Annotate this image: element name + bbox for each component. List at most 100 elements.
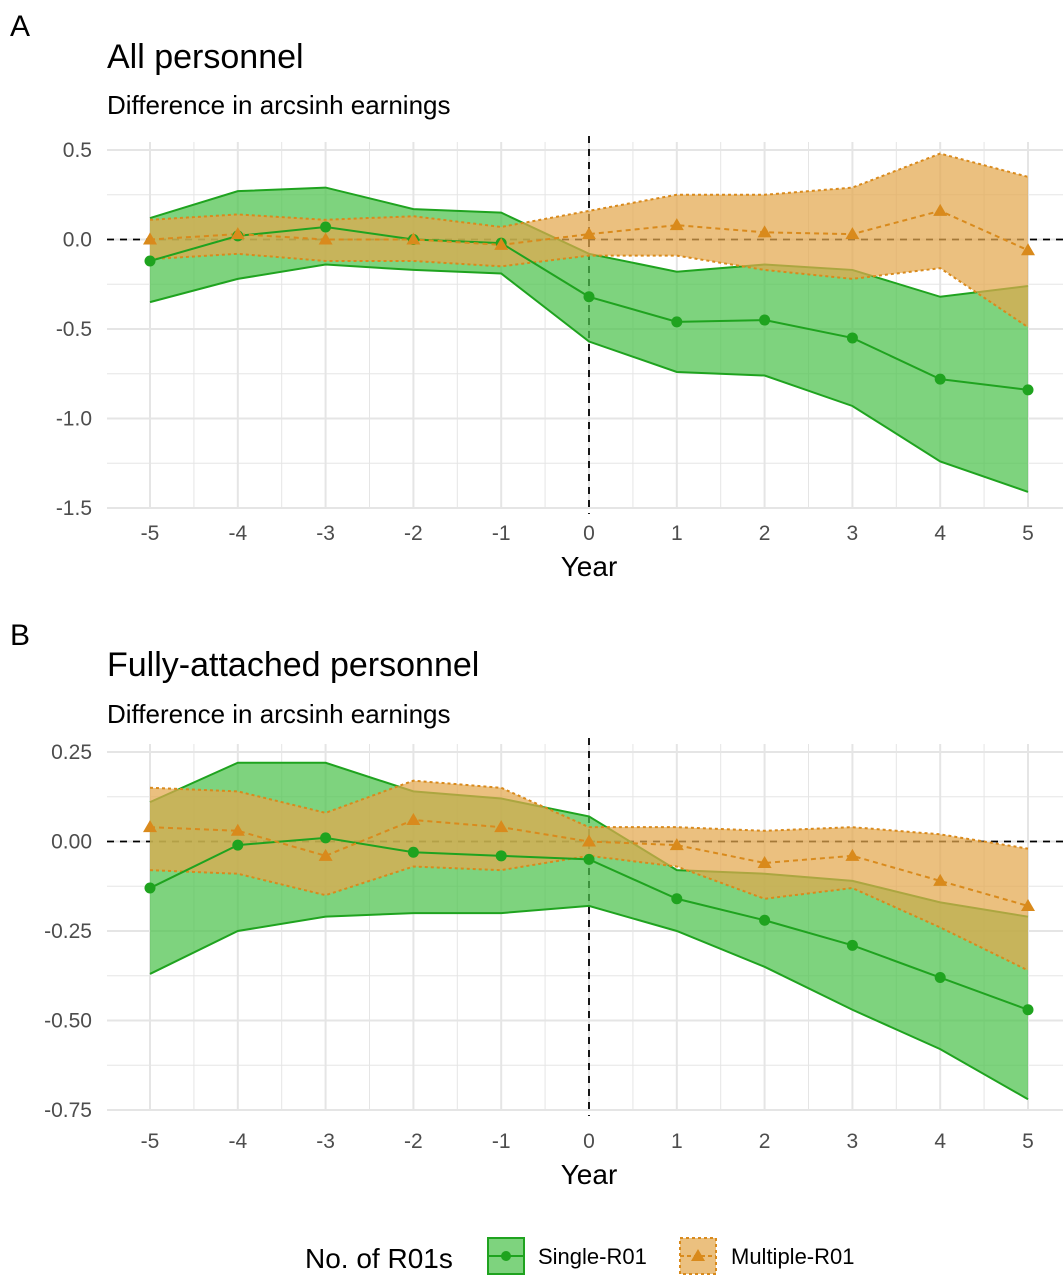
x-tick-label: 4 [934,1130,946,1153]
multiple-r01-point [757,855,772,868]
x-tick-label: 1 [671,522,683,545]
single-r01-point [934,972,946,984]
single-r01-point [759,314,771,326]
single-r01-point [320,832,332,844]
panel-a-subtitle: Difference in arcsinh earnings [107,90,450,120]
multiple-r01-point [318,232,333,245]
x-tick-label: 2 [759,1130,771,1153]
multiple-r01-confidence-band [150,780,1028,971]
panel-a-y-axis: 0.5 0.0 -0.5 -1.0 -1.5 [56,139,92,520]
panel-b-y-axis: 0.25 0.00 -0.25 -0.50 -0.75 [44,741,92,1122]
multiple-r01-confidence-band [150,153,1028,328]
single-r01-point [144,882,156,894]
x-tick-label: 2 [759,522,771,545]
single-r01-confidence-band [150,187,1028,492]
x-tick-label: 1 [671,1130,683,1153]
x-tick-label: 4 [934,522,946,545]
single-r01-point [759,914,771,926]
panel-a-series-points [143,203,1035,396]
single-r01-point [1022,1004,1034,1016]
y-tick-label: -0.75 [44,1099,92,1122]
single-r01-point [320,221,332,233]
multiple-r01-point [669,218,684,231]
x-tick-label: -3 [316,522,335,545]
single-r01-band-lower [149,263,1029,493]
legend: No. of R01s Single-R01 Multiple-R01 [305,1237,855,1275]
panel-b-subtitle: Difference in arcsinh earnings [107,699,450,729]
multiple-r01-band-lower [149,252,1029,329]
single-r01-point [671,893,683,905]
multiple-r01-point [494,820,509,833]
x-tick-label: 3 [847,522,859,545]
legend-marker-triangle [691,1249,705,1261]
legend-label-single-r01: Single-R01 [538,1244,647,1269]
multiple-r01-band-upper [149,779,1029,850]
single-r01-point [232,839,244,851]
multiple-r01-point [230,227,245,240]
multiple-r01-point [494,237,509,250]
y-tick-label: 0.00 [51,831,92,854]
multiple-r01-line [149,209,1029,252]
x-tick-label: -2 [404,1130,423,1153]
multiple-r01-point [318,848,333,861]
x-tick-label: -4 [228,522,247,545]
x-tick-label: -1 [492,1130,511,1153]
panel-b-title: Fully-attached personnel [107,646,479,684]
x-tick-label: 5 [1022,522,1034,545]
legend-title: No. of R01s [305,1243,453,1274]
y-tick-label: -0.25 [44,920,92,943]
multiple-r01-point [933,203,948,216]
panel-a-confidence-bands [149,152,1029,493]
multiple-r01-point [1021,898,1035,911]
legend-marker-circle [501,1251,511,1261]
panel-letter-a: A [10,10,30,43]
x-tick-label: -5 [141,1130,160,1153]
multiple-r01-point [845,227,860,240]
panel-b-series-points [143,813,1035,1016]
multiple-r01-point [845,848,860,861]
x-tick-label: -3 [316,1130,335,1153]
panel-a-title: All personnel [107,38,304,76]
multiple-r01-point [406,232,421,245]
panel-b-x-axis: -5 -4 -3 -2 -1 0 1 2 3 4 5 [141,1130,1034,1153]
x-tick-label: -2 [404,522,423,545]
x-tick-label: 0 [583,1130,595,1153]
panel-a-x-axis: -5 -4 -3 -2 -1 0 1 2 3 4 5 [141,522,1034,545]
y-tick-label: -1.5 [56,497,92,520]
x-tick-label: 5 [1022,1130,1034,1153]
multiple-r01-band-upper [149,152,1029,228]
single-r01-point [846,332,858,344]
y-tick-label: -0.50 [44,1010,92,1033]
single-r01-point [583,291,595,303]
panel-b-confidence-bands [149,761,1029,1101]
single-r01-point [583,853,595,865]
y-tick-label: 0.5 [63,139,92,162]
single-r01-point [144,255,156,267]
x-tick-label: -5 [141,522,160,545]
single-r01-point [407,846,419,858]
panel-letter-b: B [10,619,30,652]
legend-label-multiple-r01: Multiple-R01 [731,1244,855,1269]
single-r01-point [671,316,683,328]
x-tick-label: 0 [583,522,595,545]
panel-a-x-axis-title: Year [561,551,618,582]
multiple-r01-point [143,820,157,833]
legend-item-single-r01: Single-R01 [487,1237,647,1275]
x-tick-label: 3 [847,1130,859,1153]
y-tick-label: 0.25 [51,741,92,764]
multiple-r01-point [669,838,684,851]
panel-b: B Fully-attached personnel Difference in… [10,619,1063,1190]
x-tick-label: -4 [228,1130,247,1153]
single-r01-point [1022,384,1034,396]
multiple-r01-point [230,823,245,836]
single-r01-point [495,850,507,862]
multiple-r01-point [582,227,596,240]
single-r01-point [846,939,858,951]
y-tick-label: 0.0 [63,229,92,252]
multiple-r01-point [1021,243,1035,256]
y-tick-label: -1.0 [56,408,92,431]
panel-b-x-axis-title: Year [561,1159,618,1190]
multiple-r01-point [933,873,948,886]
y-tick-label: -0.5 [56,318,92,341]
